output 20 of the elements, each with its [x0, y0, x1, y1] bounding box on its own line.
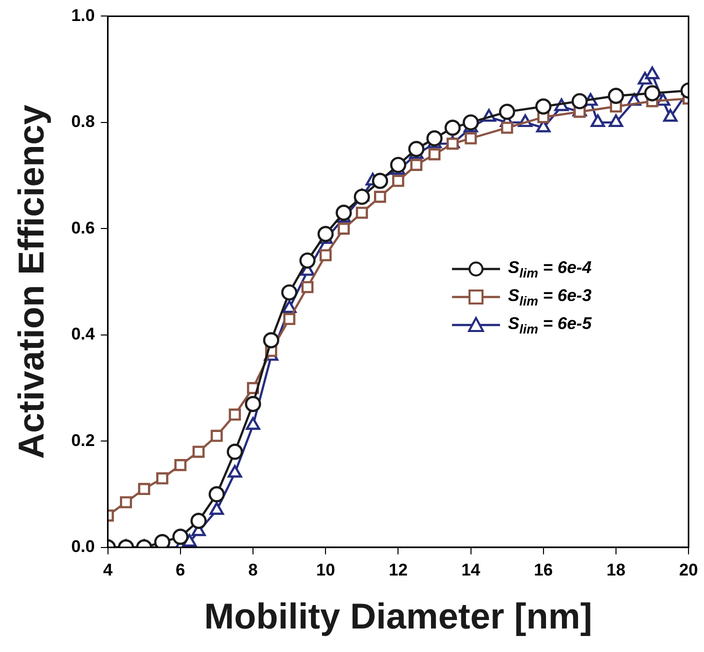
x-tick-label: 14	[461, 560, 481, 580]
x-tick-label: 20	[679, 560, 698, 580]
y-tick-label: 0.2	[71, 430, 95, 450]
y-tick-label: 0.0	[71, 537, 95, 556]
y-tick-label: 1.0	[71, 6, 95, 25]
legend-label: S$_{lim}$ = 6e-5	[508, 314, 592, 336]
x-tick-label: 6	[176, 560, 186, 580]
x-tick-label: 18	[606, 560, 626, 580]
x-tick-label: 12	[388, 560, 408, 580]
legend-label: S$_{lim}$ = 6e-3	[508, 286, 592, 308]
x-axis-title: Mobility Diameter [nm]	[204, 595, 592, 636]
y-tick-label: 0.6	[71, 218, 95, 238]
x-tick-label: 4	[103, 560, 114, 580]
legend-label: S$_{lim}$ = 6e-4	[508, 258, 592, 280]
y-axis-title: Activation Efficiency	[10, 104, 52, 459]
x-tick-label: 10	[316, 560, 336, 580]
y-tick-label: 0.4	[71, 324, 96, 344]
y-tick-label: 0.8	[71, 112, 95, 132]
x-tick-label: 16	[534, 560, 553, 580]
x-tick-label: 8	[248, 560, 258, 580]
